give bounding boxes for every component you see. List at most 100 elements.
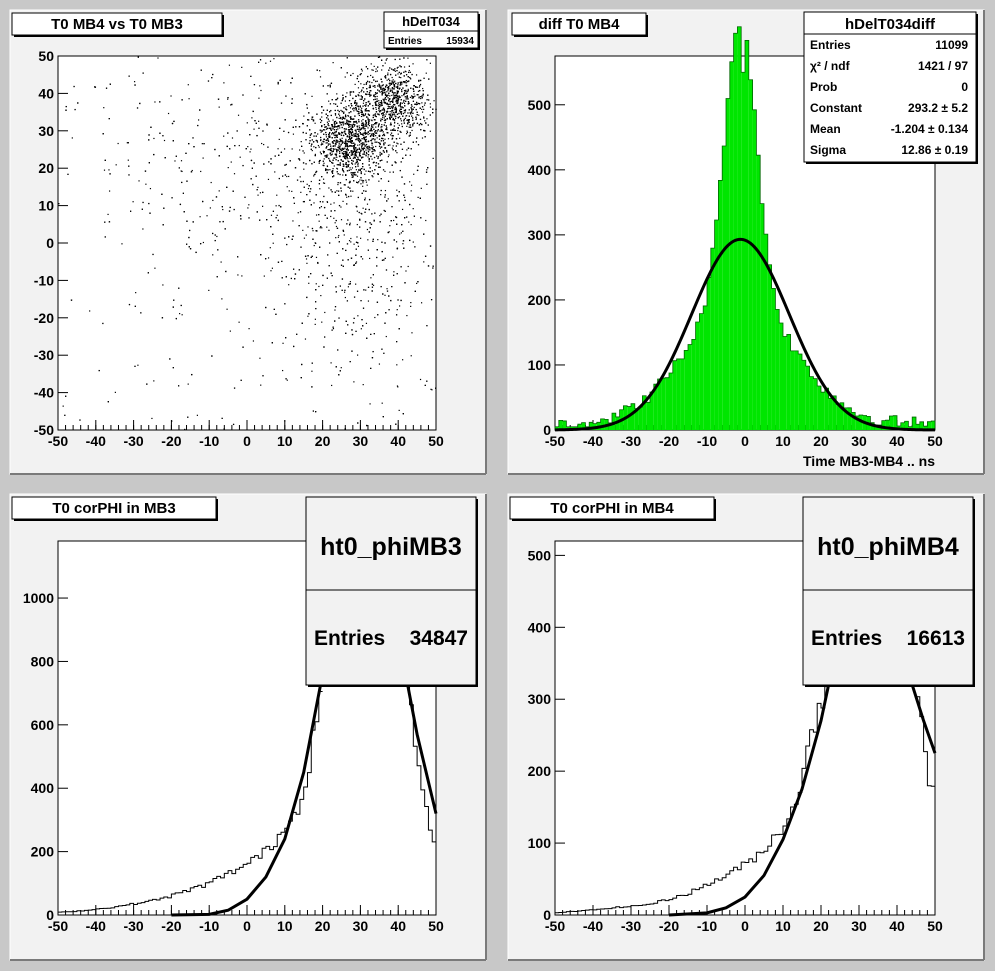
- scatter-point: [415, 116, 417, 118]
- scatter-point: [428, 99, 430, 101]
- scatter-point: [376, 265, 378, 267]
- scatter-point: [397, 90, 399, 93]
- scatter-point: [300, 180, 302, 183]
- scatter-point: [311, 386, 313, 388]
- scatter-point: [221, 206, 224, 208]
- scatter-point: [377, 166, 380, 168]
- scatter-point: [332, 132, 335, 135]
- scatter-point: [278, 138, 280, 141]
- scatter-point: [392, 99, 394, 101]
- scatter-point: [391, 137, 394, 139]
- scatter-point: [330, 210, 332, 212]
- scatter-point: [331, 384, 333, 387]
- scatter-point: [362, 307, 365, 309]
- scatter-point: [414, 95, 416, 97]
- scatter-point: [350, 144, 352, 147]
- scatter-point: [319, 201, 321, 203]
- scatter-point: [327, 138, 329, 140]
- scatter-point: [368, 114, 371, 116]
- scatter-point: [398, 110, 401, 112]
- scatter-point: [415, 74, 418, 76]
- scatter-point: [396, 102, 399, 105]
- scatter-point: [327, 154, 329, 156]
- scatter-point: [380, 128, 382, 130]
- scatter-point: [380, 178, 382, 180]
- scatter-point: [424, 102, 426, 104]
- scatter-point: [308, 276, 310, 278]
- scatter-point: [390, 105, 392, 108]
- scatter-point: [329, 136, 331, 138]
- scatter-point: [339, 173, 341, 176]
- scatter-point: [247, 146, 249, 148]
- scatter-point: [381, 104, 383, 106]
- scatter-point: [319, 207, 321, 209]
- scatter-point: [299, 159, 301, 161]
- x-tick-label: 30: [353, 433, 369, 449]
- scatter-point: [399, 87, 401, 89]
- scatter-point: [362, 105, 364, 107]
- scatter-point: [216, 276, 218, 278]
- scatter-point: [389, 84, 391, 86]
- scatter-point: [371, 81, 373, 84]
- scatter-point: [429, 103, 431, 105]
- scatter-point: [322, 140, 324, 142]
- scatter-point: [345, 174, 347, 176]
- scatter-point: [394, 108, 396, 111]
- scatter-point: [363, 91, 365, 93]
- scatter-point: [306, 183, 308, 185]
- scatter-point: [379, 86, 381, 88]
- scatter-point: [360, 237, 362, 239]
- scatter-point: [369, 227, 371, 229]
- scatter-point: [383, 89, 385, 91]
- scatter-point: [268, 161, 270, 163]
- scatter-point: [400, 118, 402, 120]
- scatter-point: [214, 234, 216, 236]
- scatter-point: [285, 378, 287, 380]
- scatter-point: [404, 96, 406, 98]
- scatter-point: [362, 113, 364, 115]
- scatter-point: [358, 147, 360, 149]
- scatter-point: [367, 131, 369, 133]
- scatter-point: [398, 305, 401, 307]
- scatter-point: [104, 221, 106, 223]
- scatter-point: [338, 204, 341, 207]
- scatter-point: [382, 140, 385, 142]
- scatter-point: [325, 113, 327, 115]
- scatter-point: [339, 164, 341, 166]
- scatter-point: [366, 80, 369, 82]
- scatter-point: [396, 67, 398, 69]
- scatter-point: [370, 128, 372, 130]
- scatter-point: [433, 100, 435, 102]
- scatter-point: [421, 123, 423, 126]
- scatter-point: [397, 143, 399, 145]
- scatter-point: [389, 103, 391, 105]
- scatter-point: [317, 261, 319, 264]
- scatter-point: [404, 217, 406, 219]
- scatter-point: [324, 129, 326, 131]
- scatter-point: [395, 138, 398, 140]
- scatter-point: [401, 111, 403, 113]
- scatter-point: [355, 134, 357, 137]
- scatter-point: [392, 171, 395, 173]
- scatter-point: [392, 118, 394, 121]
- scatter-point: [398, 71, 400, 74]
- scatter-point: [421, 137, 424, 139]
- scatter-point: [397, 84, 399, 86]
- scatter-point: [254, 120, 256, 122]
- scatter-point: [375, 101, 377, 103]
- scatter-point: [384, 210, 386, 212]
- scatter-point: [163, 207, 165, 209]
- scatter-point: [304, 338, 307, 340]
- scatter-point: [212, 232, 214, 235]
- scatter-point: [370, 135, 372, 137]
- scatter-point: [322, 150, 324, 152]
- scatter-point: [341, 131, 343, 134]
- scatter-point: [391, 106, 393, 108]
- scatter-point: [381, 84, 383, 87]
- scatter-point: [404, 112, 406, 114]
- scatter-point: [181, 314, 183, 316]
- scatter-point: [182, 192, 184, 194]
- scatter-point: [357, 165, 359, 167]
- scatter-point: [405, 74, 408, 76]
- scatter-point: [355, 107, 357, 110]
